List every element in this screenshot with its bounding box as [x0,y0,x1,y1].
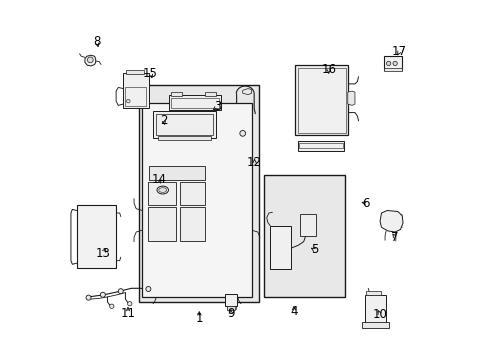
Text: 2: 2 [160,114,167,127]
Bar [180,207,204,241]
Bar [171,92,182,96]
Bar [384,56,401,69]
Bar [148,182,176,205]
Bar [125,87,146,107]
Ellipse shape [159,188,166,192]
Bar [364,295,386,325]
Circle shape [87,57,93,63]
Bar [298,143,342,148]
Bar [362,322,388,328]
Circle shape [386,61,390,66]
Circle shape [239,131,245,136]
Text: 10: 10 [372,308,386,321]
Circle shape [126,99,130,103]
Bar [300,214,316,235]
Text: 3: 3 [213,100,221,113]
Text: 8: 8 [93,35,100,49]
Circle shape [118,289,123,294]
Bar [383,68,402,71]
Circle shape [100,292,105,297]
Circle shape [86,295,91,300]
Text: 12: 12 [246,156,262,169]
Text: 17: 17 [391,45,406,58]
Bar [126,70,144,74]
Polygon shape [242,89,251,95]
Circle shape [392,61,396,66]
Bar [204,92,215,96]
Polygon shape [347,91,354,105]
Text: 1: 1 [196,311,203,325]
Bar [123,73,149,108]
Polygon shape [85,55,96,66]
Bar [142,103,251,297]
Bar [297,68,346,133]
Bar [224,294,237,306]
Bar [226,306,235,310]
Circle shape [109,304,114,309]
Text: 11: 11 [120,307,135,320]
Bar [264,175,344,297]
Text: 4: 4 [290,306,297,319]
Bar [153,111,215,138]
Bar [269,226,290,269]
Bar [158,136,210,140]
Ellipse shape [157,186,168,194]
Text: 5: 5 [310,243,318,256]
Circle shape [127,302,132,306]
Text: 13: 13 [95,247,110,260]
Polygon shape [379,211,402,232]
Text: 15: 15 [143,67,158,80]
Text: 7: 7 [390,231,398,244]
Text: 6: 6 [361,197,369,210]
Bar [169,95,221,110]
Bar [171,98,219,108]
Bar [148,207,176,241]
Bar [180,182,204,205]
Text: 14: 14 [151,173,166,186]
Bar [297,140,344,150]
Text: 9: 9 [226,307,234,320]
Bar [366,291,381,296]
Bar [77,205,116,268]
Bar [149,166,204,180]
Bar [155,114,212,135]
Bar [139,85,258,302]
Bar [295,65,348,135]
Circle shape [145,287,151,292]
Text: 16: 16 [321,63,336,76]
